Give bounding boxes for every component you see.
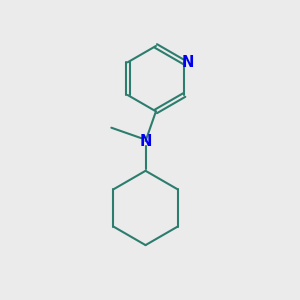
Text: N: N xyxy=(140,134,152,148)
Text: N: N xyxy=(182,55,194,70)
